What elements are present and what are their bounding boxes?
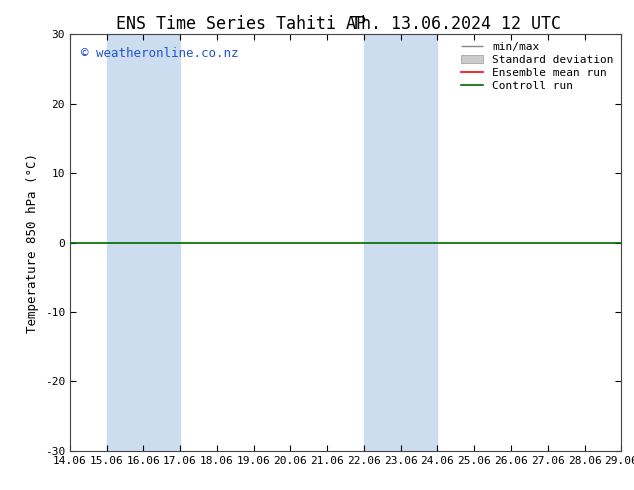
Text: © weatheronline.co.nz: © weatheronline.co.nz (81, 47, 238, 60)
Bar (107, 34, 180, 451)
Text: Th. 13.06.2024 12 UTC: Th. 13.06.2024 12 UTC (351, 15, 562, 33)
Bar (364, 34, 437, 451)
Text: ENS Time Series Tahiti AP: ENS Time Series Tahiti AP (116, 15, 366, 33)
Legend: min/max, Standard deviation, Ensemble mean run, Controll run: min/max, Standard deviation, Ensemble me… (459, 40, 616, 93)
Y-axis label: Temperature 850 hPa (°C): Temperature 850 hPa (°C) (26, 152, 39, 333)
